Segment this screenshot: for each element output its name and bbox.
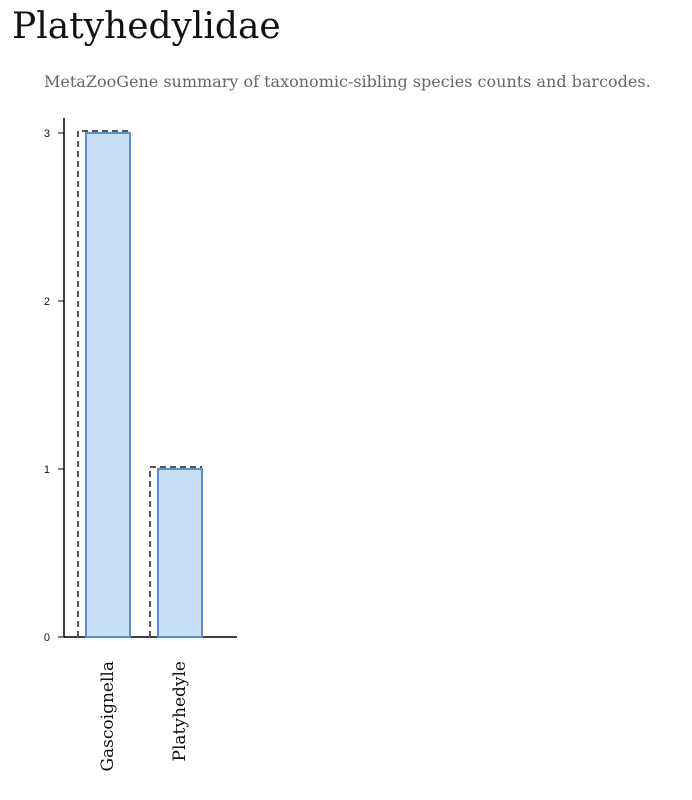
- dashed-bar-outline: [77, 130, 130, 637]
- dashed-bar-outline: [149, 466, 202, 637]
- x-category-label: Gascoignella: [98, 661, 118, 772]
- y-tick-label: 3: [44, 128, 50, 140]
- y-tick-label: 1: [44, 464, 50, 476]
- y-tick-label: 2: [44, 296, 50, 308]
- bar-gascoignella: [85, 132, 131, 638]
- page-title: Platyhedylidae: [12, 6, 281, 47]
- y-tick-label: 0: [44, 632, 50, 644]
- x-category-label: Platyhedyle: [170, 661, 190, 761]
- page-subtitle: MetaZooGene summary of taxonomic-sibling…: [44, 72, 651, 91]
- bar-platyhedyle: [157, 468, 203, 638]
